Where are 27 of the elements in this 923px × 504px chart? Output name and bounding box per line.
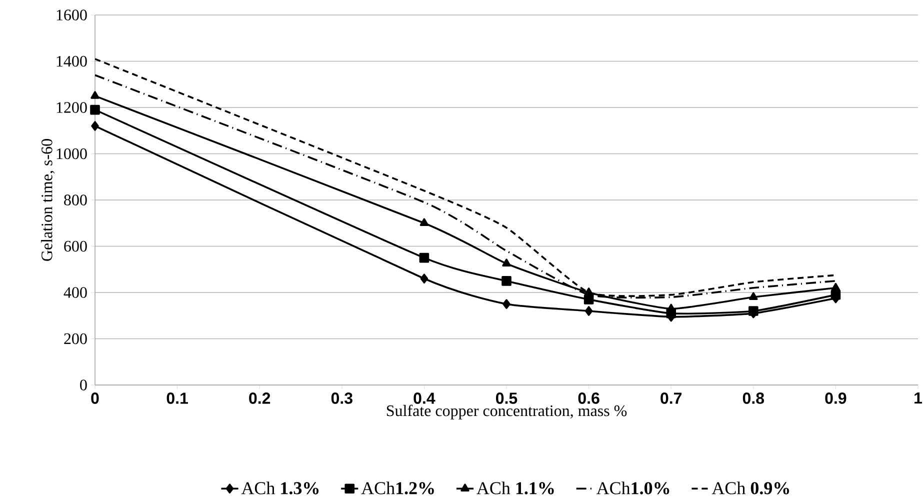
x-tick-label: 0.8 xyxy=(742,392,764,404)
x-tick-label: 1 xyxy=(914,392,922,404)
legend-label: ACh1.2% xyxy=(361,482,434,494)
y-tick-label: 1400 xyxy=(56,56,87,67)
y-tick-label: 800 xyxy=(64,194,87,206)
x-tick-label: 0.4 xyxy=(414,392,436,404)
legend-label: ACh 1.1% xyxy=(476,482,554,494)
x-axis-title: Sulfate copper concentration, mass % xyxy=(386,404,627,420)
y-tick-label: 400 xyxy=(64,287,87,298)
legend-label: ACh 0.9% xyxy=(712,482,789,494)
legend-label: ACh 1.3% xyxy=(241,482,318,494)
x-tick-label: 0.5 xyxy=(496,392,518,404)
x-tick-label: 0 xyxy=(91,392,99,404)
x-tick-label: 0.9 xyxy=(825,392,846,404)
y-tick-label: 1000 xyxy=(56,148,87,160)
y-tick-label: 1200 xyxy=(56,102,87,113)
x-tick-label: 0.1 xyxy=(166,392,188,404)
y-tick-label: 0 xyxy=(80,380,87,390)
y-tick-label: 600 xyxy=(64,240,87,252)
y-axis-title: Gelation time, s-60 xyxy=(41,139,55,261)
x-tick-label: 0.2 xyxy=(249,392,270,404)
x-tick-label: 0.3 xyxy=(331,392,352,404)
y-tick-label: 200 xyxy=(64,333,87,344)
y-tick-label: 1600 xyxy=(56,10,87,20)
x-tick-label: 0.7 xyxy=(660,392,682,404)
x-tick-label: 0.6 xyxy=(578,392,600,404)
legend-label: ACh1.0% xyxy=(596,482,670,494)
